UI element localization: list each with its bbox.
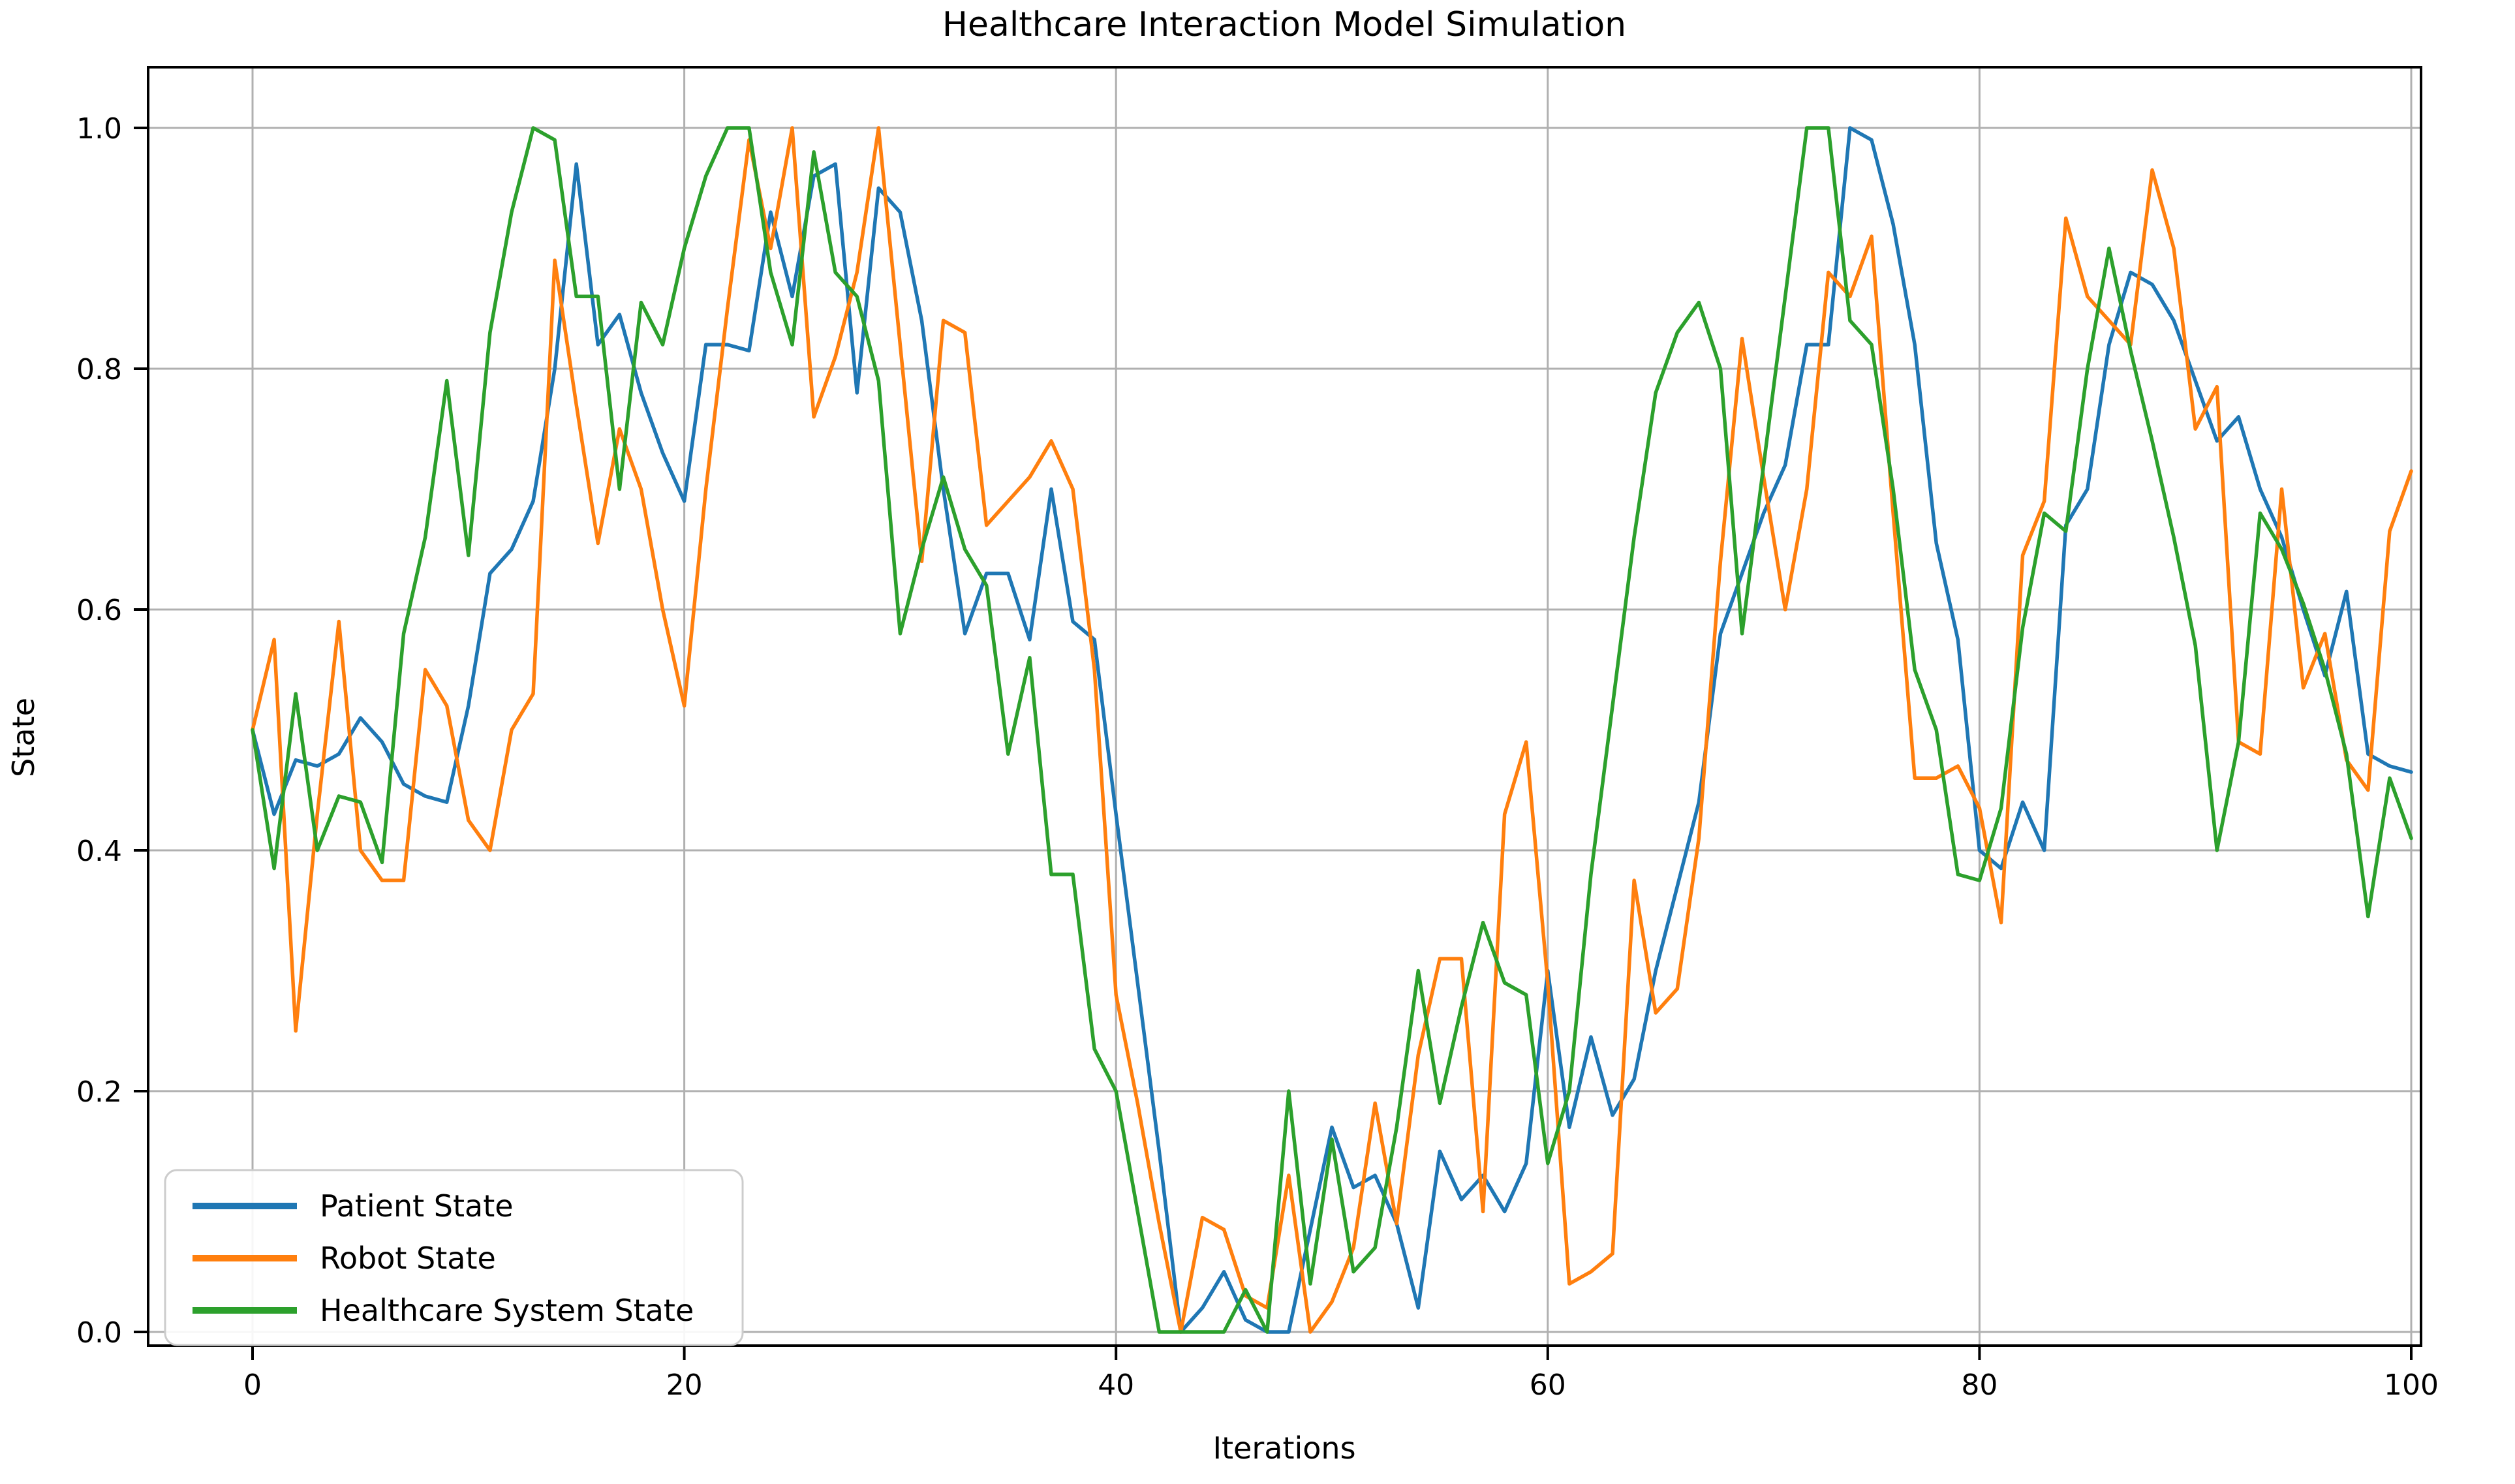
y-axis-label: State [6, 698, 41, 777]
y-tick-label: 0.4 [76, 835, 122, 868]
y-tick-label: 0.8 [76, 353, 122, 386]
legend-label-patient: Patient State [320, 1188, 514, 1224]
axis-ticks: 0 20 40 60 80 100 0.0 0.2 0.4 0.6 0.8 1.0 [76, 112, 2439, 1402]
y-tick-label: 0.2 [76, 1075, 122, 1109]
legend: Patient State Robot State Healthcare Sys… [164, 1169, 744, 1346]
data-series-lines [251, 126, 2413, 1334]
y-tick-label: 1.0 [76, 112, 122, 146]
legend-label-robot: Robot State [320, 1241, 496, 1276]
x-tick-label: 40 [1098, 1368, 1134, 1402]
chart-title: Healthcare Interaction Model Simulation [942, 5, 1626, 44]
series-line-robot-state [251, 126, 2413, 1334]
x-tick-label: 100 [2384, 1368, 2439, 1402]
legend-label-healthcare: Healthcare System State [320, 1293, 694, 1328]
x-tick-label: 60 [1530, 1368, 1566, 1402]
axes-spines [147, 66, 2422, 1347]
y-tick-label: 0.6 [76, 594, 122, 627]
legend-box [164, 1169, 744, 1346]
plot-border [147, 66, 2422, 1347]
x-tick-label: 0 [243, 1368, 262, 1402]
x-tick-label: 20 [666, 1368, 703, 1402]
series-line-healthcare-system-state [251, 126, 2413, 1334]
x-tick-label: 80 [1961, 1368, 1998, 1402]
y-tick-label: 0.0 [76, 1316, 122, 1350]
series-line-patient-state [251, 126, 2413, 1334]
x-axis-label: Iterations [1212, 1430, 1355, 1466]
